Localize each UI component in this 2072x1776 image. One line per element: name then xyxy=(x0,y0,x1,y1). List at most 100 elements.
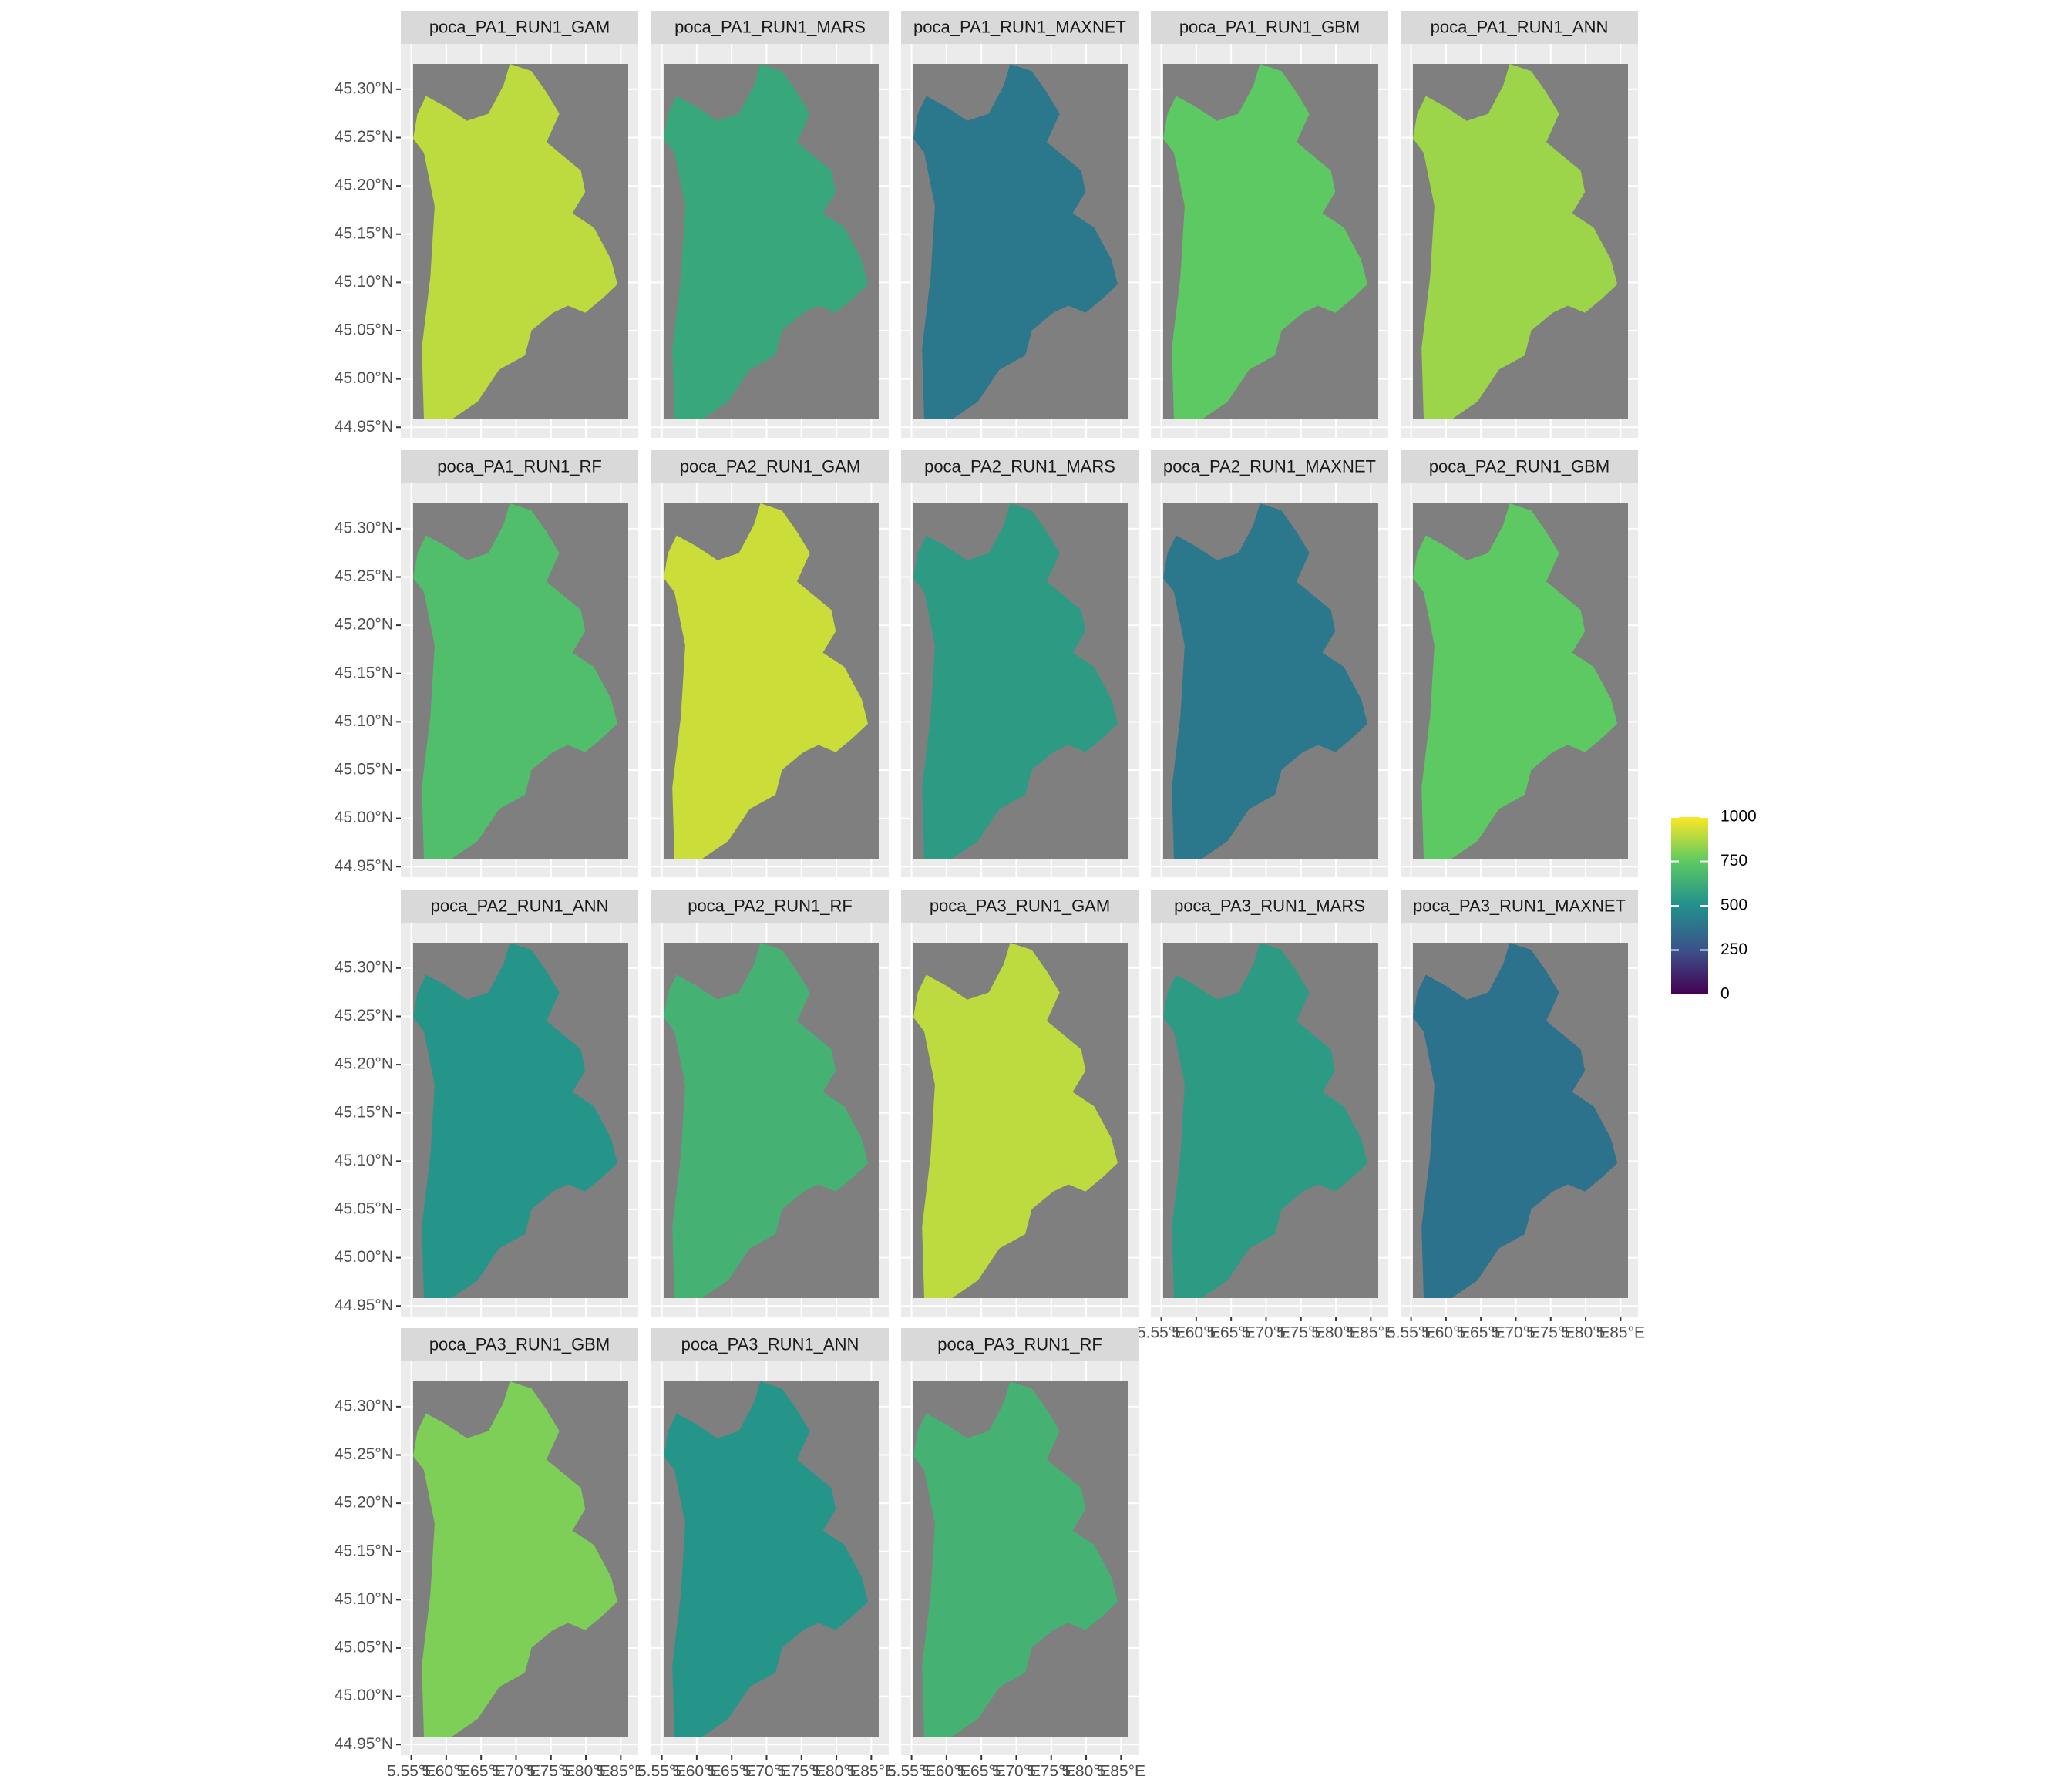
strip xyxy=(1151,890,1388,923)
x-tick-label: 5.70°E xyxy=(1242,1324,1290,1342)
x-tick-label: 5.60°E xyxy=(1172,1324,1220,1342)
strip xyxy=(401,1328,638,1361)
x-tick-label: 5.65°E xyxy=(708,1763,756,1776)
y-tick-label: 45.10°N xyxy=(335,273,393,291)
y-tick-label: 45.15°N xyxy=(335,1103,393,1121)
strip xyxy=(651,890,889,923)
x-tick-label: 5.80°E xyxy=(1561,1324,1610,1342)
x-tick-label: 5.80°E xyxy=(812,1763,860,1776)
x-tick-label: 5.85°E xyxy=(1097,1763,1145,1776)
x-tick-label: 5.75°E xyxy=(1276,1324,1325,1342)
x-tick-label: 5.85°E xyxy=(847,1763,896,1776)
raster-area xyxy=(1413,64,1618,419)
strip xyxy=(901,11,1139,44)
strip xyxy=(651,450,889,483)
y-tick-label: 45.30°N xyxy=(335,958,393,976)
y-tick-label: 45.30°N xyxy=(335,519,393,536)
strip-title: poca_PA2_RUN1_MAXNET xyxy=(1163,456,1376,476)
strip-title: poca_PA1_RUN1_ANN xyxy=(1431,17,1609,36)
y-tick-label: 45.25°N xyxy=(335,567,393,585)
x-tick-label: 5.80°E xyxy=(1061,1763,1110,1776)
x-tick-label: 5.55°E xyxy=(887,1763,936,1776)
y-tick-label: 45.10°N xyxy=(335,1152,393,1169)
strip-title: poca_PA3_RUN1_MARS xyxy=(1174,896,1365,915)
strip-title: poca_PA3_RUN1_ANN xyxy=(681,1334,859,1354)
strip-title: poca_PA3_RUN1_GBM xyxy=(429,1334,610,1354)
y-tick-label: 44.95°N xyxy=(335,857,393,875)
strip xyxy=(651,11,889,44)
x-tick-label: 5.85°E xyxy=(597,1763,645,1776)
x-tick-label: 5.85°E xyxy=(1347,1324,1395,1342)
y-tick-label: 45.15°N xyxy=(335,664,393,681)
strip xyxy=(401,450,638,483)
raster-area xyxy=(413,1381,617,1737)
legend-label: 750 xyxy=(1720,852,1747,870)
x-tick-label: 5.55°E xyxy=(387,1763,436,1776)
strip-title: poca_PA2_RUN1_MARS xyxy=(924,456,1115,476)
strip-title: poca_PA2_RUN1_GBM xyxy=(1429,456,1610,476)
strip xyxy=(1151,450,1388,483)
x-tick-label: 5.60°E xyxy=(922,1763,970,1776)
y-tick-label: 44.95°N xyxy=(335,418,393,436)
strip-title: poca_PA1_RUN1_MAXNET xyxy=(913,17,1126,36)
strip-title: poca_PA1_RUN1_MARS xyxy=(674,17,866,36)
raster-area xyxy=(1163,503,1367,859)
strip-title: poca_PA3_RUN1_GAM xyxy=(930,896,1110,915)
legend-label: 0 xyxy=(1720,985,1730,1003)
y-tick-label: 45.05°N xyxy=(335,1200,393,1218)
raster-area xyxy=(413,64,617,419)
strip-title: poca_PA1_RUN1_GAM xyxy=(429,17,610,36)
legend-label: 1000 xyxy=(1720,808,1757,826)
y-tick-label: 45.20°N xyxy=(335,616,393,634)
y-tick-label: 45.15°N xyxy=(335,1542,393,1559)
strip xyxy=(651,1328,889,1361)
x-tick-label: 5.65°E xyxy=(1207,1324,1256,1342)
raster-area xyxy=(1413,943,1618,1298)
x-tick-label: 5.70°E xyxy=(492,1763,540,1776)
strip-title: poca_PA1_RUN1_GBM xyxy=(1179,17,1360,36)
strip xyxy=(1401,450,1638,483)
raster-area xyxy=(413,943,617,1298)
raster-area xyxy=(1163,64,1367,419)
raster-area xyxy=(664,1381,868,1737)
strip xyxy=(901,890,1139,923)
x-tick-label: 5.75°E xyxy=(526,1763,575,1776)
raster-area xyxy=(913,943,1118,1298)
legend-label: 250 xyxy=(1720,940,1747,958)
y-tick-label: 45.05°N xyxy=(335,321,393,339)
x-tick-label: 5.75°E xyxy=(1526,1324,1575,1342)
y-tick-label: 45.25°N xyxy=(335,128,393,146)
x-tick-label: 5.60°E xyxy=(672,1763,721,1776)
x-tick-label: 5.65°E xyxy=(957,1763,1006,1776)
x-tick-label: 5.60°E xyxy=(422,1763,470,1776)
raster-area xyxy=(913,503,1118,859)
strip-title: poca_PA2_RUN1_ANN xyxy=(431,896,609,915)
strip-title: poca_PA2_RUN1_GAM xyxy=(680,456,860,476)
strip-title: poca_PA1_RUN1_RF xyxy=(437,456,602,476)
x-tick-label: 5.80°E xyxy=(561,1763,610,1776)
y-tick-label: 45.00°N xyxy=(335,809,393,826)
y-tick-label: 45.10°N xyxy=(335,1590,393,1608)
raster-area xyxy=(913,1381,1118,1737)
strip xyxy=(1401,890,1638,923)
y-tick-label: 45.25°N xyxy=(335,1007,393,1024)
y-tick-label: 45.10°N xyxy=(335,712,393,730)
x-tick-label: 5.75°E xyxy=(777,1763,826,1776)
x-tick-label: 5.55°E xyxy=(1137,1324,1186,1342)
y-tick-label: 44.95°N xyxy=(335,1297,393,1314)
x-tick-label: 5.65°E xyxy=(457,1763,506,1776)
y-tick-label: 45.20°N xyxy=(335,177,393,194)
raster-area xyxy=(664,943,868,1298)
x-tick-label: 5.75°E xyxy=(1027,1763,1075,1776)
strip xyxy=(401,890,638,923)
y-tick-label: 45.00°N xyxy=(335,1248,393,1266)
strip xyxy=(901,450,1139,483)
y-tick-label: 45.05°N xyxy=(335,1639,393,1657)
strip xyxy=(1151,11,1388,44)
y-tick-label: 45.00°N xyxy=(335,1687,393,1704)
strip-title: poca_PA3_RUN1_MAXNET xyxy=(1413,896,1626,915)
y-tick-label: 45.20°N xyxy=(335,1494,393,1512)
x-tick-label: 5.65°E xyxy=(1457,1324,1505,1342)
strip xyxy=(401,11,638,44)
